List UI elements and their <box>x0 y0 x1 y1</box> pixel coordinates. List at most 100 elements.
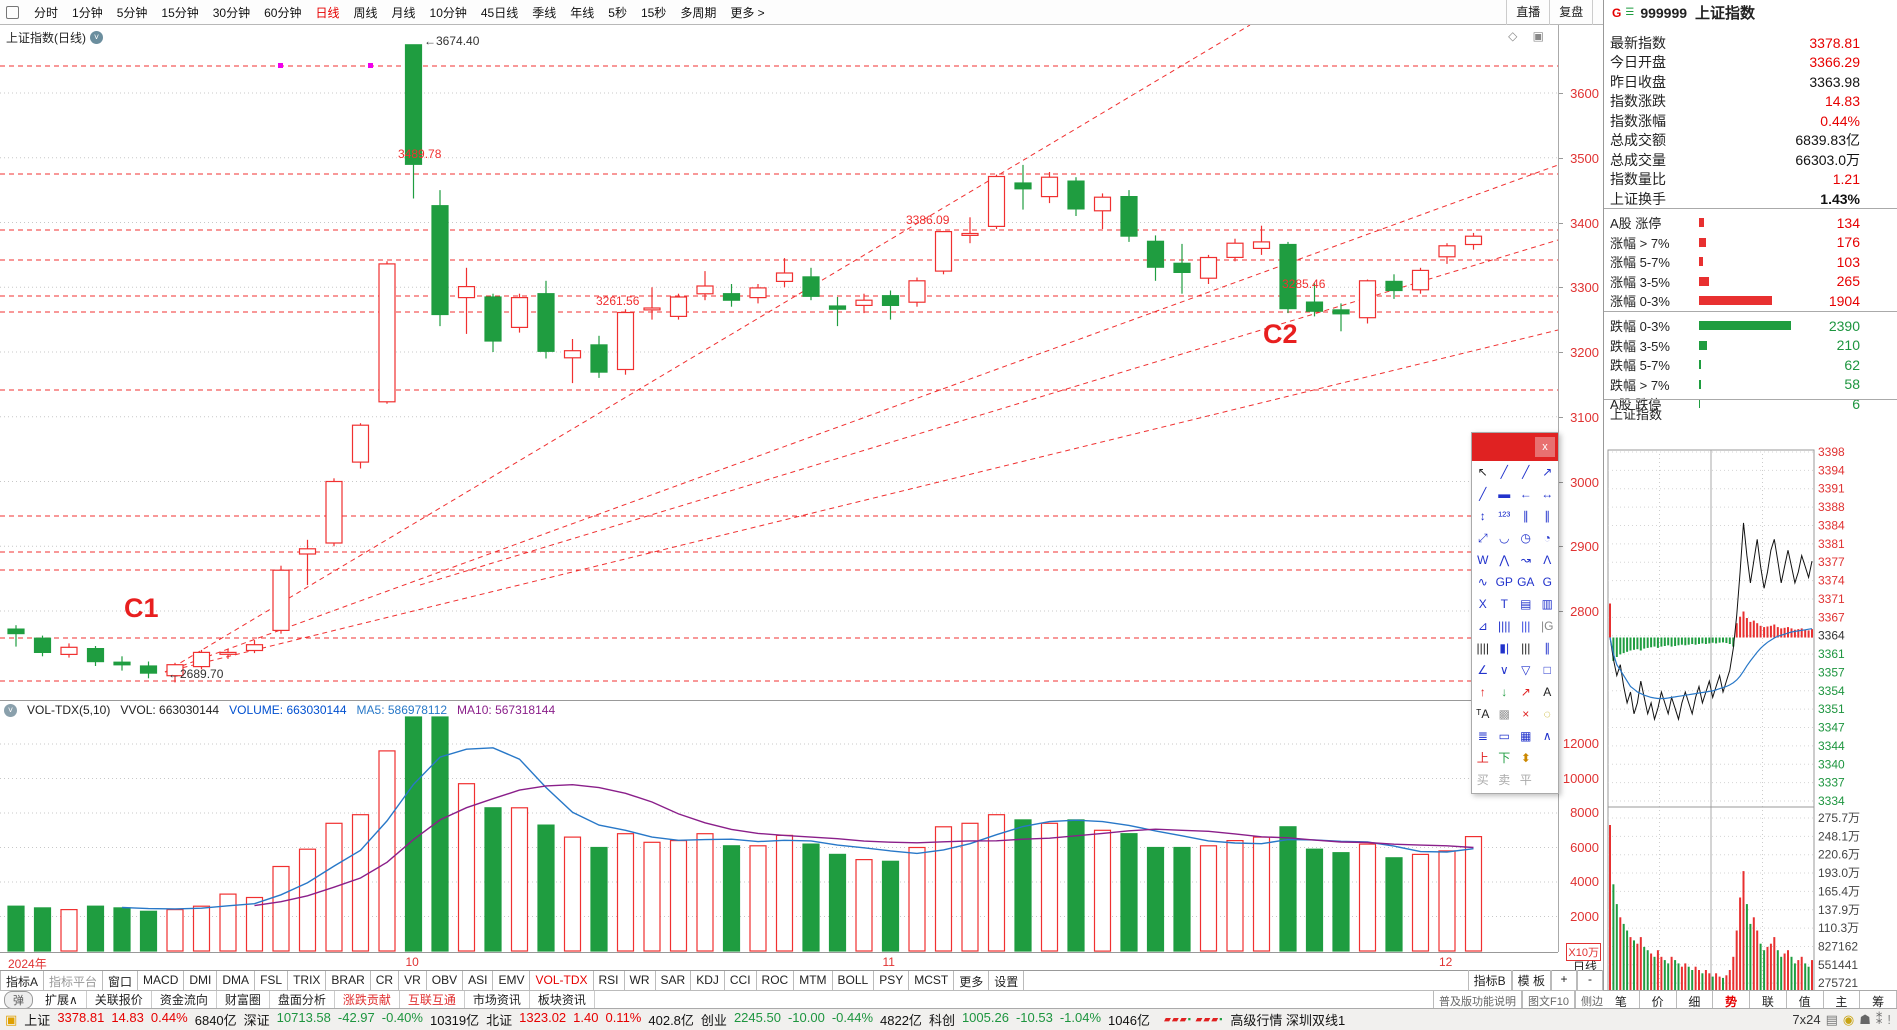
drawtool-icon-r13c2[interactable]: ▭ <box>1498 729 1510 743</box>
quote-server-label[interactable]: 高级行情 深圳双线1 <box>1230 1013 1346 1028</box>
bottombar-互联互通[interactable]: 互联互通 <box>400 991 465 1008</box>
drawtool-icon-r3c2[interactable]: ¹²³ <box>1498 509 1511 523</box>
indicator-tab-VOL-TDX[interactable]: VOL-TDX <box>530 971 594 990</box>
bottombar-市场资讯[interactable]: 市场资讯 <box>465 991 530 1008</box>
drawtool-icon-r8c2[interactable]: |||| <box>1498 619 1511 633</box>
period-多周期[interactable]: 多周期 <box>680 5 717 20</box>
indicator-tab-SAR[interactable]: SAR <box>656 971 692 990</box>
bottombar-板块资讯[interactable]: 板块资讯 <box>530 991 595 1008</box>
period-1分钟[interactable]: 1分钟 <box>72 5 103 20</box>
drawtool-icon-r1c3[interactable]: ╱ <box>1522 465 1530 479</box>
drawtool-icon-r8c4[interactable]: |G <box>1541 619 1554 633</box>
collapse-chart-icon[interactable]: ˅ <box>90 31 103 44</box>
tabbtn--[interactable]: - <box>1577 970 1603 990</box>
drawtool-icon-r13c4[interactable]: ∧ <box>1542 729 1552 743</box>
drawtool-icon-r12c3[interactable]: × <box>1522 707 1530 721</box>
drawtool-icon-r11c1[interactable]: ↑ <box>1479 685 1486 699</box>
minitab-值[interactable]: 值 <box>1787 991 1824 1009</box>
drawtool-icon-r7c2[interactable]: T <box>1500 597 1508 611</box>
drawtool-icon-r1c1[interactable]: ↖ <box>1477 465 1488 479</box>
indicator-tab-指标A[interactable]: 指标A <box>0 971 45 990</box>
drawtool-icon-r11c3[interactable]: ↗ <box>1520 685 1531 699</box>
drawtool-icon-r2c2[interactable]: ▬ <box>1498 487 1511 501</box>
drawtool-icon-r4c4[interactable]: ◔ <box>1543 531 1551 545</box>
drawtool-icon-r6c4[interactable]: G <box>1542 575 1552 589</box>
tabbtn-+[interactable]: + <box>1551 970 1577 990</box>
indicator-tab-BOLL[interactable]: BOLL <box>833 971 875 990</box>
period-周线[interactable]: 周线 <box>353 5 378 20</box>
period-60分钟[interactable]: 60分钟 <box>264 5 302 20</box>
bottomright-图文F10[interactable]: 图文F10 <box>1522 991 1575 1008</box>
indicator-tab-DMI[interactable]: DMI <box>184 971 218 990</box>
drawtool-icon-r14c1[interactable]: 上 <box>1476 751 1489 765</box>
drawtool-icon-r4c2[interactable]: ◡ <box>1499 531 1510 545</box>
indicator-tab-ROC[interactable]: ROC <box>757 971 795 990</box>
indicator-tab-TRIX[interactable]: TRIX <box>288 971 327 990</box>
bottombar-关联报价[interactable]: 关联报价 <box>87 991 152 1008</box>
tabbtn-指标B[interactable]: 指标B <box>1467 970 1512 990</box>
drawtool-icon-r5c4[interactable]: Ʌ <box>1543 553 1552 567</box>
drawtool-icon-r5c3[interactable]: ↝ <box>1520 553 1531 567</box>
indicator-tab-MACD[interactable]: MACD <box>138 971 185 990</box>
minitab-笔[interactable]: 笔 <box>1603 991 1640 1009</box>
drawtool-icon-r3c1[interactable]: ↕ <box>1479 509 1486 523</box>
drawtool-icon-r7c3[interactable]: ▤ <box>1520 597 1532 611</box>
indicator-tab-BRAR[interactable]: BRAR <box>326 971 371 990</box>
drawtool-icon-r2c1[interactable]: ╱ <box>1479 487 1487 501</box>
bottombar-涨跌贡献[interactable]: 涨跌贡献 <box>335 991 400 1008</box>
indicator-tab-RSI[interactable]: RSI <box>594 971 625 990</box>
drawtool-icon-r7c1[interactable]: X <box>1478 597 1487 611</box>
drawtool-icon-r14c2[interactable]: 下 <box>1498 751 1511 765</box>
drawtool-icon-r2c3[interactable]: ← <box>1519 487 1532 501</box>
indicator-tab-WR[interactable]: WR <box>625 971 656 990</box>
bottombar-财富圈[interactable]: 财富圈 <box>217 991 270 1008</box>
drawtool-icon-r1c4[interactable]: ↗ <box>1542 465 1553 479</box>
bottombar-资金流向[interactable]: 资金流向 <box>152 991 217 1008</box>
topbtn-复盘[interactable]: 复盘 <box>1549 0 1592 25</box>
period-15分钟[interactable]: 15分钟 <box>161 5 199 20</box>
indicator-tab-CCI[interactable]: CCI <box>725 971 757 990</box>
drawtool-icon-r6c2[interactable]: GP <box>1495 575 1513 589</box>
drawtool-icon-r13c3[interactable]: ▦ <box>1520 729 1532 743</box>
drawtool-icon-r10c4[interactable]: □ <box>1543 663 1551 677</box>
period-日线[interactable]: 日线 <box>315 5 340 20</box>
minitab-主[interactable]: 主 <box>1824 991 1861 1009</box>
drawtool-icon-r12c2[interactable]: ▩ <box>1498 707 1510 721</box>
indicator-tab-指标平台[interactable]: 指标平台 <box>44 971 104 990</box>
drawtool-icon-r8c1[interactable]: ⊿ <box>1477 619 1488 633</box>
news-icon[interactable]: ▤ <box>1825 1011 1838 1027</box>
window-icon[interactable] <box>6 5 19 19</box>
drawtool-icon-r5c1[interactable]: W <box>1477 553 1489 567</box>
bottombar-盘面分析[interactable]: 盘面分析 <box>270 991 335 1008</box>
bottombar-扩展∧[interactable]: 扩展∧ <box>37 991 87 1008</box>
indicator-tab-CR[interactable]: CR <box>371 971 400 990</box>
indicator-tab-PSY[interactable]: PSY <box>874 971 910 990</box>
minitab-价[interactable]: 价 <box>1640 991 1677 1009</box>
period-5分钟[interactable]: 5分钟 <box>116 5 148 20</box>
minitab-筹[interactable]: 筹 <box>1860 991 1897 1009</box>
drawtool-icon-r12c4[interactable]: ◌ <box>1543 707 1551 721</box>
drawtool-icon-r3c3[interactable]: ∥ <box>1522 509 1529 523</box>
period-月线[interactable]: 月线 <box>391 5 416 20</box>
drawtool-icon-r9c2[interactable]: ▮| <box>1499 641 1510 655</box>
coin-icon[interactable]: ◉ <box>1842 1011 1855 1027</box>
drawtool-icon-r10c1[interactable]: ∠ <box>1477 663 1489 677</box>
drawtool-icon-r6c3[interactable]: GA <box>1517 575 1535 589</box>
volume-pane[interactable]: ˅ VOL-TDX(5,10) VVOL: 663030144 VOLUME: … <box>0 700 1558 952</box>
drawtool-icon-r12c1[interactable]: ᵀA <box>1476 707 1490 721</box>
broadcast-icon[interactable]: ☗ <box>1859 1011 1871 1027</box>
minitab-细[interactable]: 细 <box>1677 991 1714 1009</box>
drawtool-icon-r15c2[interactable]: 卖 <box>1498 773 1511 787</box>
bottomright-普及版功能说明[interactable]: 普及版功能说明 <box>1433 991 1522 1008</box>
drawtool-icon-r4c3[interactable]: ◷ <box>1520 531 1531 545</box>
drawing-toolbar[interactable]: x ↖ ╱ ╱ ↗ ╱ ▬ ← ↔ ↕ ¹²³ ∥ ∥ ⤢ ◡ ◷ ◔ W ⋀ ↝ Ʌ ∿ GP GA G X T ▤ ▥ ⊿ |||| |… <box>1471 432 1559 794</box>
close-icon[interactable]: x <box>1535 437 1555 457</box>
drawtool-icon-r2c4[interactable]: ↔ <box>1541 487 1554 501</box>
status-icon[interactable]: ▣ <box>5 1011 18 1027</box>
collapse-volume-icon[interactable]: ˅ <box>4 703 17 717</box>
indicator-tab-更多[interactable]: 更多 <box>954 971 990 990</box>
tree-icon[interactable]: ⁑ <box>1875 1011 1883 1027</box>
service-7x24-label[interactable]: 7x24 <box>1792 1012 1821 1027</box>
drawtool-icon-r3c4[interactable]: ∥ <box>1544 509 1551 523</box>
drawtool-icon-r9c1[interactable]: |||| <box>1476 641 1489 655</box>
